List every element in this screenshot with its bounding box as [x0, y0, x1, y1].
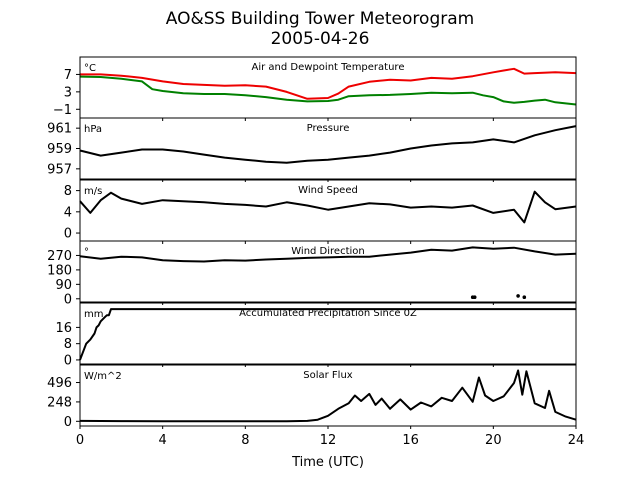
panel-3-dot-1 — [472, 295, 477, 300]
x-tick-label-4: 16 — [402, 433, 419, 448]
panel-5-ytick-label-2: 496 — [47, 376, 72, 391]
panel-3-ytick-label-3: 270 — [47, 249, 72, 264]
panel-5-unit: W/m^2 — [84, 371, 122, 382]
figure-subtitle: 2005-04-26 — [271, 29, 370, 49]
panel-5: 0 248 496 W/m^2 Solar Flux — [47, 364, 577, 430]
panel-2-ytick-label-2: 8 — [64, 184, 72, 199]
panel-0-series-1-line — [79, 75, 577, 106]
panel-3-dot-3 — [522, 295, 527, 300]
panel-4-unit: mm — [84, 309, 103, 320]
x-tick-label-1: 4 — [159, 433, 167, 448]
panel-1: 957 959 961 hPa Pressure — [47, 117, 577, 182]
panel-5-series-0-line — [79, 369, 577, 423]
panel-4-ytick-label-0: 0 — [64, 353, 72, 368]
panel-1-unit: hPa — [84, 124, 102, 135]
panel-5-ytick-label-0: 0 — [64, 415, 72, 430]
panel-3-title: Wind Direction — [291, 246, 365, 257]
panel-3-ytick-label-2: 180 — [47, 263, 72, 278]
panel-5-title: Solar Flux — [303, 370, 353, 381]
panel-4-ytick-label-1: 8 — [64, 337, 72, 352]
x-tick-label-2: 8 — [241, 433, 249, 448]
panel-3-ytick-label-0: 0 — [64, 292, 72, 307]
panels-group: −1 3 7 °C Air and Dewpoint Temperature 957 959… — [47, 56, 577, 430]
x-axis-label: Time (UTC) — [291, 455, 364, 470]
panel-1-ytick-label-2: 961 — [47, 122, 72, 137]
panel-2-unit: m/s — [84, 186, 102, 197]
panel-2-title: Wind Speed — [298, 185, 358, 196]
panel-4-title: Accumulated Precipitation Since 0Z — [239, 308, 417, 319]
panel-4-ytick-label-2: 16 — [55, 321, 72, 336]
panel-3-unit: ° — [84, 247, 89, 258]
panel-3-series-0-line — [79, 246, 577, 263]
panel-2-series-0-line — [79, 190, 577, 224]
x-tick-label-6: 24 — [568, 433, 585, 448]
panel-1-ytick-label-0: 957 — [47, 162, 72, 177]
x-tick-label-5: 20 — [485, 433, 502, 448]
x-axis: 0 4 8 12 16 20 24 — [76, 433, 584, 448]
panel-0-series-0-line — [80, 67, 577, 100]
panel-0-ytick-label-1: 3 — [64, 85, 72, 100]
panel-3-dot-2 — [516, 294, 520, 298]
panel-0-ytick-label-0: −1 — [53, 103, 72, 118]
x-tick-label-3: 12 — [320, 433, 337, 448]
panel-0-title: Air and Dewpoint Temperature — [252, 62, 405, 73]
x-tick-label-0: 0 — [76, 433, 84, 448]
figure-title: AO&SS Building Tower Meteorogram — [166, 9, 474, 29]
panel-1-ytick-label-1: 959 — [47, 142, 72, 157]
panel-2-ytick-label-0: 0 — [64, 227, 72, 242]
panel-1-series-0-line — [79, 125, 577, 164]
panel-3-ytick-label-1: 90 — [55, 278, 72, 293]
panel-1-title: Pressure — [307, 123, 350, 134]
panel-0-ytick-label-2: 7 — [64, 68, 72, 83]
panel-4-series-0-line — [79, 308, 576, 361]
panel-0-unit: °C — [84, 63, 96, 74]
panel-5-ytick-label-1: 248 — [47, 395, 72, 410]
panel-2-ytick-label-1: 4 — [64, 205, 72, 220]
